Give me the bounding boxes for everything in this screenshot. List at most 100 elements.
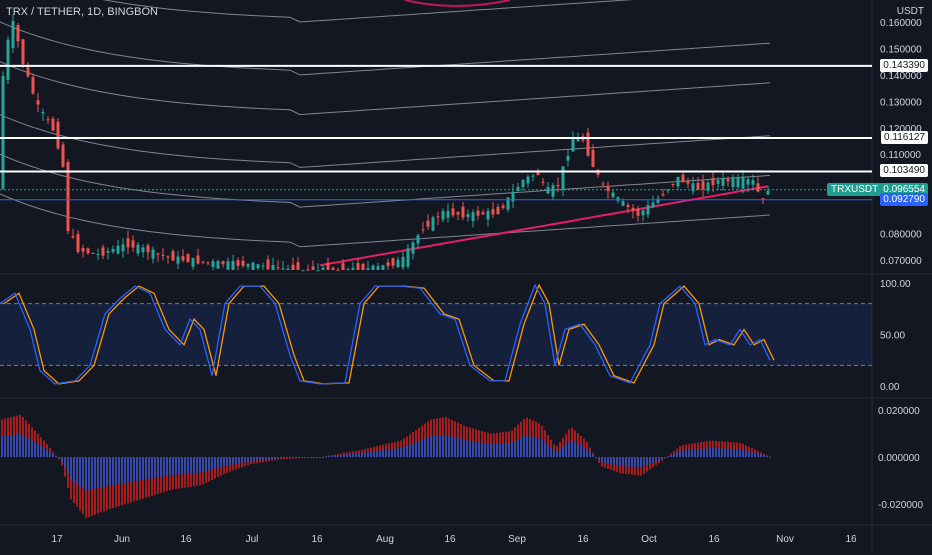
candle bbox=[236, 260, 240, 266]
macd-signal-bar bbox=[271, 457, 273, 460]
macd-signal-bar bbox=[118, 457, 120, 485]
macd-signal-bar bbox=[712, 448, 714, 457]
candle bbox=[671, 183, 675, 185]
macd-signal-bar bbox=[472, 441, 474, 457]
candle bbox=[556, 185, 560, 187]
macd-signal-bar bbox=[733, 448, 735, 457]
candle bbox=[461, 206, 465, 218]
macd-signal-bar bbox=[409, 444, 411, 457]
macd-signal-bar bbox=[232, 457, 234, 465]
candle bbox=[486, 210, 490, 220]
currency-label[interactable]: USDT bbox=[896, 6, 924, 17]
macd-signal-bar bbox=[334, 455, 336, 457]
macd-signal-bar bbox=[376, 451, 378, 457]
macd-signal-bar bbox=[631, 457, 633, 467]
time-tick: Jul bbox=[246, 534, 259, 545]
macd-signal-bar bbox=[205, 457, 207, 472]
symbol-title[interactable]: TRX / TETHER, 1D, BINGBON bbox=[6, 6, 158, 18]
candle bbox=[641, 210, 645, 216]
band-upper-1 bbox=[0, 61, 771, 116]
moving-average-line bbox=[319, 185, 769, 267]
candle bbox=[451, 208, 455, 216]
candle bbox=[716, 180, 720, 184]
macd-signal-bar bbox=[301, 457, 303, 458]
macd-signal-bar bbox=[763, 455, 765, 457]
macd-signal-bar bbox=[613, 457, 615, 465]
stoch-tick: 100.00 bbox=[880, 279, 911, 290]
macd-signal-bar bbox=[607, 457, 609, 464]
macd-signal-bar bbox=[496, 443, 498, 457]
candle bbox=[81, 247, 85, 252]
candle bbox=[441, 211, 445, 220]
candle bbox=[61, 144, 65, 167]
candle bbox=[731, 178, 735, 188]
macd-signal-bar bbox=[22, 434, 24, 457]
candle bbox=[391, 258, 395, 266]
candle bbox=[686, 180, 690, 184]
candle bbox=[701, 181, 705, 190]
macd-signal-bar bbox=[13, 434, 15, 457]
candle bbox=[761, 198, 765, 200]
macd-signal-bar bbox=[706, 448, 708, 457]
macd-signal-bar bbox=[415, 442, 417, 457]
candle bbox=[71, 235, 75, 238]
macd-signal-bar bbox=[592, 454, 594, 457]
macd-signal-bar bbox=[571, 440, 573, 457]
candle bbox=[616, 197, 620, 201]
macd-signal-bar bbox=[217, 457, 219, 469]
macd-signal-bar bbox=[88, 457, 90, 490]
macd-signal-bar bbox=[385, 449, 387, 457]
candle bbox=[11, 21, 15, 49]
macd-signal-bar bbox=[181, 457, 183, 475]
macd-signal-bar bbox=[139, 457, 141, 481]
candle bbox=[636, 208, 640, 216]
macd-signal-bar bbox=[547, 444, 549, 457]
candle bbox=[661, 194, 665, 196]
macd-signal-bar bbox=[187, 457, 189, 474]
candle bbox=[696, 183, 700, 190]
macd-signal-bar bbox=[418, 440, 420, 457]
macd-signal-bar bbox=[481, 442, 483, 457]
macd-signal-bar bbox=[238, 457, 240, 464]
candle bbox=[156, 253, 160, 255]
macd-signal-bar bbox=[316, 457, 318, 458]
macd-signal-bar bbox=[100, 457, 102, 488]
candle bbox=[41, 111, 45, 114]
candle bbox=[676, 176, 680, 187]
macd-signal-bar bbox=[523, 436, 525, 457]
macd-signal-bar bbox=[754, 452, 756, 457]
candle bbox=[741, 177, 745, 189]
candle bbox=[746, 179, 750, 185]
candle bbox=[141, 247, 145, 253]
candle bbox=[116, 245, 120, 254]
candle bbox=[196, 255, 200, 264]
macd-signal-bar bbox=[28, 438, 30, 457]
macd-signal-bar bbox=[145, 457, 147, 480]
macd-signal-bar bbox=[274, 457, 276, 459]
macd-signal-bar bbox=[724, 448, 726, 457]
candle bbox=[181, 256, 185, 261]
macd-signal-bar bbox=[364, 452, 366, 457]
candle bbox=[286, 268, 290, 270]
macd-signal-bar bbox=[58, 457, 60, 459]
candle bbox=[146, 245, 150, 253]
macd-signal-bar bbox=[304, 457, 306, 458]
macd-signal-bar bbox=[622, 457, 624, 467]
macd-signal-bar bbox=[676, 452, 678, 457]
macd-signal-bar bbox=[685, 450, 687, 457]
macd-signal-bar bbox=[616, 457, 618, 466]
time-tick: 16 bbox=[311, 534, 323, 545]
macd-signal-bar bbox=[193, 457, 195, 474]
macd-signal-bar bbox=[112, 457, 114, 486]
candle bbox=[351, 267, 355, 270]
macd-signal-bar bbox=[229, 457, 231, 466]
macd-signal-bar bbox=[529, 436, 531, 457]
candle bbox=[106, 250, 110, 253]
macd-signal-bar bbox=[340, 455, 342, 457]
candle bbox=[216, 260, 220, 269]
candle bbox=[611, 192, 615, 198]
candle bbox=[36, 100, 40, 105]
candle bbox=[626, 204, 630, 207]
